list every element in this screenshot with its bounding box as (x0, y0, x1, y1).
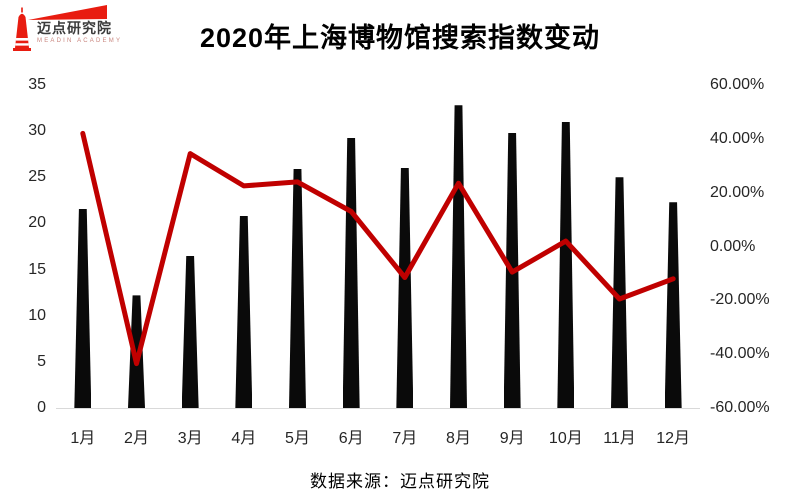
left-axis-tick-label: 30 (28, 122, 46, 140)
x-axis-month-label: 2月 (124, 430, 149, 447)
x-axis-month-label: 8月 (446, 430, 471, 447)
bar-1月 (74, 208, 92, 408)
meadin-logo: 迈点研究院 MEADIN ACADEMY (10, 5, 122, 51)
chart-title: 2020年上海博物馆搜索指数变动 (199, 23, 601, 53)
x-axis-month-label: 7月 (392, 430, 418, 447)
bar-12月 (664, 202, 682, 408)
x-axis-month-label: 10月 (548, 430, 583, 447)
bar-7月 (396, 168, 414, 408)
bar-10月 (557, 121, 575, 408)
x-axis-month-label: 3月 (177, 430, 203, 447)
logo-text: 迈点研究院 MEADIN ACADEMY (37, 21, 122, 44)
logo-subtitle: MEADIN ACADEMY (37, 38, 123, 44)
left-axis-tick-label: 35 (28, 76, 46, 93)
bar-4月 (235, 216, 253, 408)
right-axis-tick-label: 20.00% (710, 183, 765, 201)
x-axis-line (56, 408, 700, 409)
left-axis-tick-label: 0 (37, 399, 46, 416)
right-axis-tick-label: -20.00% (710, 291, 770, 309)
x-axis-month-label: 6月 (338, 430, 364, 447)
right-axis-tick-label: 0.00% (710, 237, 756, 255)
bar-5月 (289, 168, 306, 408)
right-axis-tick-label: 40.00% (710, 129, 765, 147)
bar-6月 (342, 137, 360, 408)
lighthouse-icon (13, 5, 107, 51)
bar-3月 (181, 255, 199, 408)
left-axis-tick-label: 5 (37, 352, 46, 370)
left-axis-tick-label: 25 (28, 168, 46, 186)
right-axis-tick-label: 60.00% (710, 76, 765, 93)
x-axis-month-label: 4月 (231, 430, 257, 447)
bar-11月 (611, 177, 628, 408)
x-axis-month-label: 9月 (499, 430, 525, 447)
source-note: 数据来源：迈点研究院 (310, 472, 490, 491)
right-axis-tick-label: -60.00% (710, 399, 770, 416)
left-axis-tick-label: 15 (28, 260, 46, 278)
bar-8月 (450, 105, 467, 408)
left-axis-tick-label: 20 (28, 214, 46, 232)
x-axis-month-label: 1月 (70, 430, 96, 447)
x-axis-month-label: 5月 (285, 430, 310, 447)
logo-name: 迈点研究院 (37, 20, 112, 36)
bar-2月 (128, 295, 145, 408)
left-axis-tick-label: 10 (28, 306, 46, 324)
right-axis-tick-label: -40.00% (710, 345, 770, 363)
x-axis-month-label: 11月 (603, 430, 636, 447)
x-axis-month-label: 12月 (656, 430, 691, 447)
